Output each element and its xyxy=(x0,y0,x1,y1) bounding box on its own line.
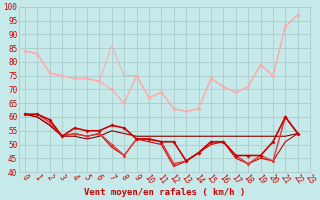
X-axis label: Vent moyen/en rafales ( km/h ): Vent moyen/en rafales ( km/h ) xyxy=(84,188,245,197)
